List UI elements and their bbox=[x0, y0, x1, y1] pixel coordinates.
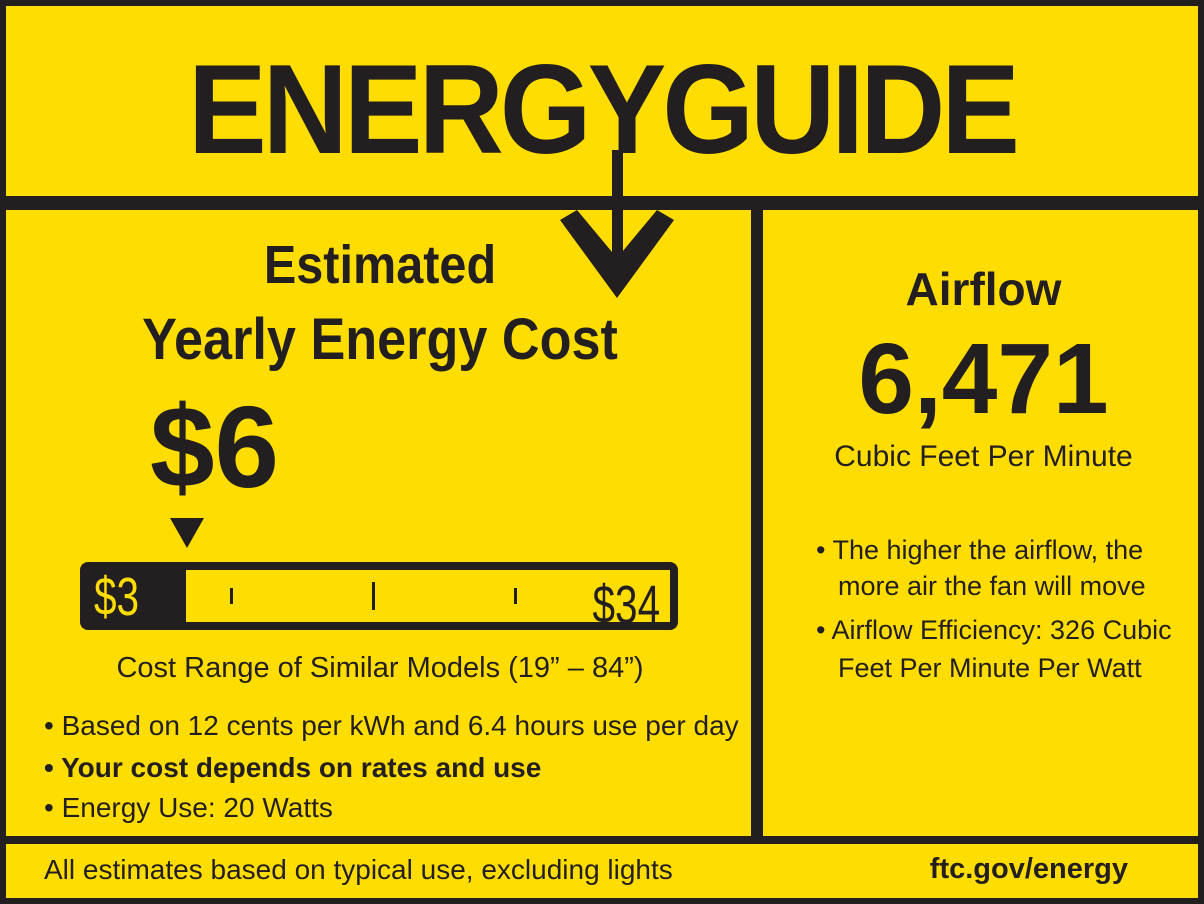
yearly-cost-value: $6 bbox=[150, 382, 280, 512]
range-caption: Cost Range of Similar Models (19” – 84”) bbox=[116, 652, 644, 684]
airflow-heading: Airflow bbox=[905, 263, 1062, 315]
bullet: • Airflow Efficiency: 326 Cubic bbox=[816, 615, 1172, 645]
bullet: • Based on 12 cents per kWh and 6.4 hour… bbox=[44, 710, 739, 741]
bullet: Feet Per Minute Per Watt bbox=[838, 653, 1142, 683]
footer-note: All estimates based on typical use, excl… bbox=[44, 854, 673, 885]
ftc-link[interactable]: ftc.gov/energy bbox=[929, 853, 1128, 885]
range-high: $34 bbox=[592, 575, 660, 635]
scale-tick bbox=[514, 588, 517, 604]
range-low: $3 bbox=[94, 567, 140, 627]
divider bbox=[751, 210, 763, 840]
scale-track: $34 bbox=[186, 570, 670, 635]
cost-range-scale: $34 $3 bbox=[80, 562, 678, 635]
cost-heading: Estimated bbox=[263, 235, 497, 295]
down-arrow-icon bbox=[560, 150, 674, 298]
divider bbox=[0, 836, 1204, 844]
cost-heading: Yearly Energy Cost bbox=[142, 307, 618, 372]
bullet: • The higher the airflow, the bbox=[816, 535, 1144, 565]
energyguide-logo: ENERGYGUIDE bbox=[187, 38, 1020, 182]
bullet: • Energy Use: 20 Watts bbox=[44, 792, 333, 823]
airflow-unit: Cubic Feet Per Minute bbox=[834, 440, 1133, 473]
scale-tick bbox=[372, 582, 375, 610]
cost-marker-icon bbox=[170, 518, 204, 548]
airflow-value: 6,471 bbox=[858, 323, 1109, 435]
divider bbox=[0, 196, 1204, 210]
bullet: • Your cost depends on rates and use bbox=[44, 752, 542, 783]
scale-tick bbox=[230, 588, 233, 604]
bullet: more air the fan will move bbox=[838, 571, 1146, 601]
